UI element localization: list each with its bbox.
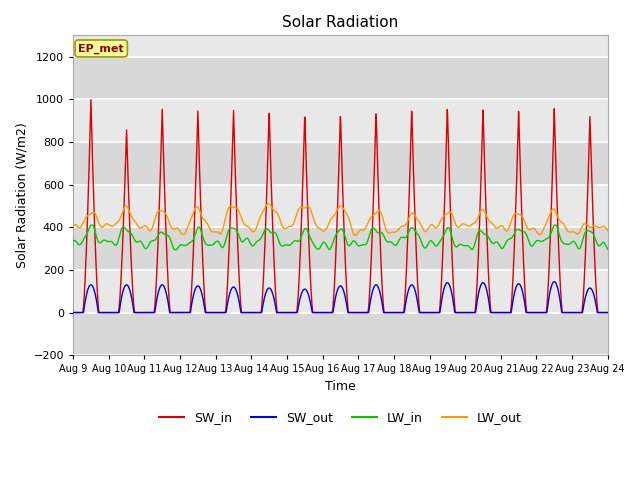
LW_out xyxy=(496,223,504,229)
Bar xyxy=(73,270,608,312)
LW_in xyxy=(356,243,364,249)
LW_in xyxy=(557,237,564,242)
LW_out xyxy=(264,201,272,206)
SW_in xyxy=(604,310,612,315)
LW_in xyxy=(368,226,376,232)
Title: Solar Radiation: Solar Radiation xyxy=(282,15,399,30)
SW_out xyxy=(69,310,77,315)
SW_in xyxy=(572,310,579,315)
LW_out xyxy=(572,230,580,236)
SW_out xyxy=(572,310,579,315)
SW_out xyxy=(367,294,375,300)
Line: LW_in: LW_in xyxy=(73,225,608,250)
SW_out xyxy=(496,310,504,315)
Bar xyxy=(73,99,608,142)
Bar xyxy=(73,227,608,270)
SW_in xyxy=(219,310,227,315)
LW_out xyxy=(557,219,564,225)
SW_in xyxy=(69,310,77,315)
SW_in xyxy=(496,310,504,315)
SW_in xyxy=(356,310,364,315)
Text: EP_met: EP_met xyxy=(79,43,124,54)
Bar xyxy=(73,57,608,99)
X-axis label: Time: Time xyxy=(325,380,356,393)
LW_in xyxy=(170,247,178,252)
SW_out xyxy=(218,310,226,315)
LW_in xyxy=(572,241,580,247)
Bar xyxy=(73,142,608,185)
Line: SW_out: SW_out xyxy=(73,282,608,312)
LW_out xyxy=(604,228,612,233)
LW_in xyxy=(219,245,227,251)
LW_in xyxy=(496,243,504,249)
LW_out xyxy=(69,224,77,229)
Line: SW_in: SW_in xyxy=(73,100,608,312)
LW_out xyxy=(218,228,226,234)
SW_out xyxy=(550,279,558,285)
Bar xyxy=(73,185,608,227)
Legend: SW_in, SW_out, LW_in, LW_out: SW_in, SW_out, LW_in, LW_out xyxy=(154,406,527,429)
SW_out xyxy=(557,302,564,308)
Y-axis label: Solar Radiation (W/m2): Solar Radiation (W/m2) xyxy=(15,122,28,268)
SW_in xyxy=(87,97,95,103)
LW_out xyxy=(368,214,376,219)
Line: LW_out: LW_out xyxy=(73,204,608,235)
LW_in xyxy=(604,246,612,252)
Bar xyxy=(73,312,608,355)
LW_out xyxy=(356,227,364,233)
SW_out xyxy=(356,310,364,315)
LW_out xyxy=(351,232,359,238)
LW_in xyxy=(69,239,77,244)
SW_in xyxy=(367,250,375,256)
LW_in xyxy=(87,222,95,228)
SW_in xyxy=(557,289,564,295)
SW_out xyxy=(604,310,612,315)
